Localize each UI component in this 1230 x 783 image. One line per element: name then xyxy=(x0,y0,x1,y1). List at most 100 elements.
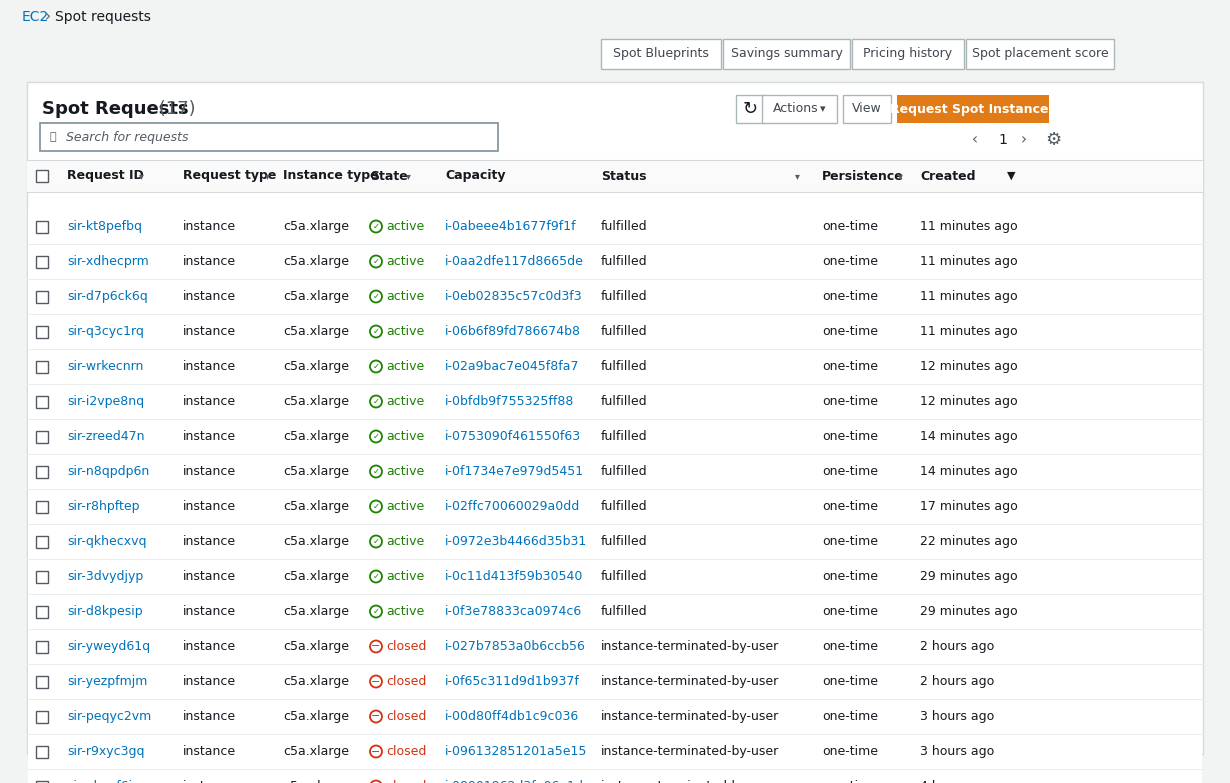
Text: sir-d7p6ck6q: sir-d7p6ck6q xyxy=(66,290,148,303)
Text: i-0f1734e7e979d5451: i-0f1734e7e979d5451 xyxy=(445,465,584,478)
Text: active: active xyxy=(386,360,424,373)
FancyBboxPatch shape xyxy=(28,629,1202,664)
Text: 14 minutes ago: 14 minutes ago xyxy=(920,430,1017,443)
Text: ✓: ✓ xyxy=(373,222,380,231)
FancyBboxPatch shape xyxy=(28,734,1202,769)
Text: i-0753090f461550f63: i-0753090f461550f63 xyxy=(445,430,581,443)
FancyBboxPatch shape xyxy=(36,170,48,182)
Text: 14 minutes ago: 14 minutes ago xyxy=(920,465,1017,478)
Text: active: active xyxy=(386,430,424,443)
FancyBboxPatch shape xyxy=(36,221,48,233)
Text: sir-3dvydjyp: sir-3dvydjyp xyxy=(66,570,143,583)
Text: instance: instance xyxy=(183,710,236,723)
FancyBboxPatch shape xyxy=(723,39,850,69)
Text: sir-akgyf6jm: sir-akgyf6jm xyxy=(66,780,144,783)
Text: sir-r8hpftep: sir-r8hpftep xyxy=(66,500,139,513)
Text: 🔍: 🔍 xyxy=(50,132,57,142)
Text: i-0c11d413f59b30540: i-0c11d413f59b30540 xyxy=(445,570,583,583)
Text: Savings summary: Savings summary xyxy=(731,48,843,60)
FancyBboxPatch shape xyxy=(966,39,1114,69)
Text: one-time: one-time xyxy=(822,395,878,408)
Text: sir-yezpfmjm: sir-yezpfmjm xyxy=(66,675,148,688)
Text: instance: instance xyxy=(183,430,236,443)
Text: c5a.xlarge: c5a.xlarge xyxy=(283,220,349,233)
Text: ›: › xyxy=(46,9,50,24)
FancyBboxPatch shape xyxy=(28,209,1202,244)
Text: 12 minutes ago: 12 minutes ago xyxy=(920,395,1017,408)
Text: instance-terminated-by-user: instance-terminated-by-user xyxy=(601,710,780,723)
Text: 2 hours ago: 2 hours ago xyxy=(920,675,994,688)
Text: Request Spot Instances: Request Spot Instances xyxy=(891,103,1055,116)
Text: sir-yweyd61q: sir-yweyd61q xyxy=(66,640,150,653)
Text: Actions: Actions xyxy=(772,103,818,116)
FancyBboxPatch shape xyxy=(36,255,48,268)
Text: active: active xyxy=(386,605,424,618)
Text: ▾: ▾ xyxy=(820,104,825,114)
Text: instance: instance xyxy=(183,325,236,338)
Text: one-time: one-time xyxy=(822,780,878,783)
Text: c5a.xlarge: c5a.xlarge xyxy=(283,675,349,688)
Text: fulfilled: fulfilled xyxy=(601,220,648,233)
Text: active: active xyxy=(386,395,424,408)
Text: one-time: one-time xyxy=(822,710,878,723)
Text: i-0bfdb9f755325ff88: i-0bfdb9f755325ff88 xyxy=(445,395,574,408)
Text: 1: 1 xyxy=(999,133,1007,147)
Text: ✓: ✓ xyxy=(373,572,380,581)
Text: instance-terminated-by-user: instance-terminated-by-user xyxy=(601,745,780,758)
Text: ✓: ✓ xyxy=(373,502,380,511)
Text: one-time: one-time xyxy=(822,360,878,373)
Text: i-0eb02835c57c0d3f3: i-0eb02835c57c0d3f3 xyxy=(445,290,583,303)
Text: one-time: one-time xyxy=(822,430,878,443)
FancyBboxPatch shape xyxy=(36,745,48,757)
Text: one-time: one-time xyxy=(822,640,878,653)
Text: instance: instance xyxy=(183,220,236,233)
Text: fulfilled: fulfilled xyxy=(601,605,648,618)
Text: Status: Status xyxy=(601,169,647,182)
Text: instance: instance xyxy=(183,605,236,618)
FancyBboxPatch shape xyxy=(36,640,48,652)
Text: sir-wrkecnrn: sir-wrkecnrn xyxy=(66,360,144,373)
Text: Spot placement score: Spot placement score xyxy=(972,48,1108,60)
Text: ▾: ▾ xyxy=(264,171,269,181)
Text: c5a.xlarge: c5a.xlarge xyxy=(283,430,349,443)
FancyBboxPatch shape xyxy=(28,664,1202,699)
FancyBboxPatch shape xyxy=(852,39,964,69)
Text: i-02ffc70060029a0dd: i-02ffc70060029a0dd xyxy=(445,500,581,513)
Text: c5a.xlarge: c5a.xlarge xyxy=(283,360,349,373)
Text: ▼: ▼ xyxy=(1007,171,1016,181)
Text: instance: instance xyxy=(183,500,236,513)
Text: instance: instance xyxy=(183,465,236,478)
Text: sir-xdhecprm: sir-xdhecprm xyxy=(66,255,149,268)
Text: closed: closed xyxy=(386,780,427,783)
Text: instance: instance xyxy=(183,570,236,583)
Text: sir-d8kpesip: sir-d8kpesip xyxy=(66,605,143,618)
Text: c5a.xlarge: c5a.xlarge xyxy=(283,290,349,303)
Text: ⚙: ⚙ xyxy=(1046,131,1061,149)
Text: 4 hours ago: 4 hours ago xyxy=(920,780,994,783)
FancyBboxPatch shape xyxy=(36,571,48,583)
Text: active: active xyxy=(386,465,424,478)
Text: c5a.xlarge: c5a.xlarge xyxy=(283,640,349,653)
Text: ↻: ↻ xyxy=(743,100,758,118)
FancyBboxPatch shape xyxy=(27,160,1203,192)
FancyBboxPatch shape xyxy=(36,710,48,723)
Text: View: View xyxy=(852,103,882,116)
Text: i-0972e3b4466d35b31: i-0972e3b4466d35b31 xyxy=(445,535,587,548)
Text: fulfilled: fulfilled xyxy=(601,535,648,548)
Text: sir-r9xyc3gq: sir-r9xyc3gq xyxy=(66,745,144,758)
Text: 11 minutes ago: 11 minutes ago xyxy=(920,220,1017,233)
Text: one-time: one-time xyxy=(822,675,878,688)
FancyBboxPatch shape xyxy=(28,769,1202,783)
Text: sir-n8qpdp6n: sir-n8qpdp6n xyxy=(66,465,149,478)
Text: instance: instance xyxy=(183,395,236,408)
Text: one-time: one-time xyxy=(822,255,878,268)
Text: instance: instance xyxy=(183,290,236,303)
Text: Pricing history: Pricing history xyxy=(863,48,952,60)
Text: ✓: ✓ xyxy=(373,607,380,616)
Text: active: active xyxy=(386,570,424,583)
Text: c5a.xlarge: c5a.xlarge xyxy=(283,255,349,268)
Text: c5a.xlarge: c5a.xlarge xyxy=(283,535,349,548)
Text: State: State xyxy=(370,169,408,182)
FancyBboxPatch shape xyxy=(28,349,1202,384)
Text: fulfilled: fulfilled xyxy=(601,430,648,443)
